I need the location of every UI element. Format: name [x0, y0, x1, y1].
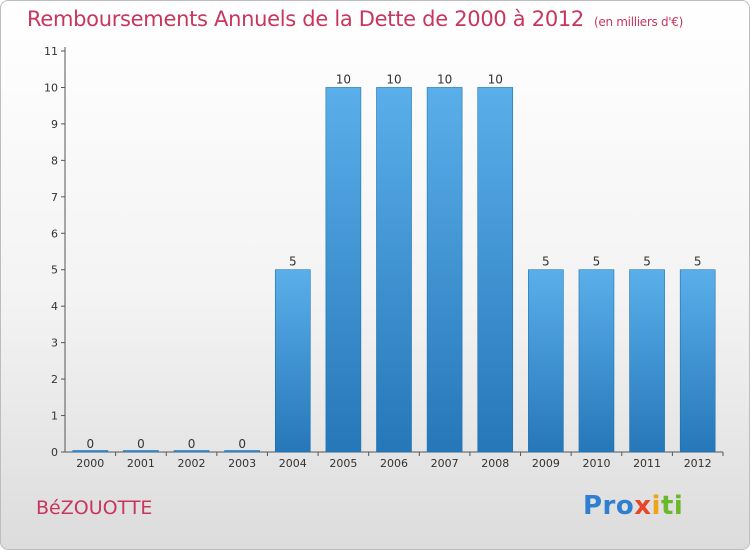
chart-title-text: Remboursements Annuels de la Dette de 20… [27, 7, 584, 31]
y-tick-label: 10 [44, 81, 58, 94]
chart-title: Remboursements Annuels de la Dette de 20… [27, 7, 683, 31]
logo-part-3: i [651, 491, 661, 521]
y-tick-label: 9 [51, 118, 58, 131]
x-tick-label-2002: 2002 [178, 457, 206, 470]
value-label-2008: 10 [488, 72, 503, 86]
bar-2006 [376, 87, 412, 453]
y-tick-label: 2 [51, 373, 58, 386]
bar-2010 [578, 269, 615, 453]
value-label-2007: 10 [437, 72, 452, 86]
logo-part-1: Pro [583, 491, 635, 521]
y-tick-label: 11 [44, 45, 58, 58]
logo-part-4: ti [660, 491, 684, 521]
y-tick-label: 5 [51, 264, 58, 277]
x-tick-label-2006: 2006 [380, 457, 408, 470]
y-tick-label: 8 [51, 154, 58, 167]
x-tick-label-2012: 2012 [684, 457, 712, 470]
bar-2004 [274, 269, 311, 453]
x-tick-label-2009: 2009 [532, 457, 560, 470]
value-label-2005: 10 [336, 72, 351, 86]
x-tick-label-2010: 2010 [582, 457, 610, 470]
value-label-2001: 0 [137, 437, 145, 451]
bar-2007 [426, 87, 463, 453]
y-tick-label: 4 [51, 300, 58, 313]
x-tick-label-2005: 2005 [329, 457, 357, 470]
value-label-2010: 5 [593, 255, 601, 269]
logo-part-2: x [634, 491, 652, 521]
x-tick-label-2011: 2011 [633, 457, 661, 470]
bar-2008 [477, 87, 514, 453]
x-tick-label-2000: 2000 [76, 457, 104, 470]
y-tick-label: 1 [51, 410, 58, 423]
x-tick-label-2004: 2004 [279, 457, 307, 470]
bar-2002 [173, 450, 210, 453]
value-label-2000: 0 [86, 437, 94, 451]
value-label-2009: 5 [542, 255, 550, 269]
chart-subtitle: (en milliers d'€) [594, 15, 684, 29]
x-tick-label-2007: 2007 [431, 457, 459, 470]
bar-2001 [123, 450, 159, 453]
commune-name: BéZOUOTTE [36, 497, 153, 519]
y-tick-label: 3 [51, 337, 58, 350]
proxiti-logo: Proxiti [583, 491, 683, 521]
bar-2005 [325, 87, 362, 453]
x-tick-label-2008: 2008 [481, 457, 509, 470]
bar-2009 [528, 269, 564, 453]
value-label-2006: 10 [386, 72, 401, 86]
y-tick-label: 6 [51, 227, 58, 240]
value-label-2011: 5 [643, 255, 651, 269]
value-label-2012: 5 [694, 255, 702, 269]
bar-2011 [629, 269, 665, 453]
x-tick-label-2001: 2001 [127, 457, 155, 470]
bar-2012 [679, 269, 716, 453]
value-label-2004: 5 [289, 255, 297, 269]
y-tick-label: 0 [51, 446, 58, 459]
bar-2000 [72, 450, 109, 453]
y-tick-label: 7 [51, 191, 58, 204]
value-label-2002: 0 [188, 437, 196, 451]
bar-2003 [224, 450, 260, 453]
value-label-2003: 0 [238, 437, 246, 451]
x-tick-label-2003: 2003 [228, 457, 256, 470]
